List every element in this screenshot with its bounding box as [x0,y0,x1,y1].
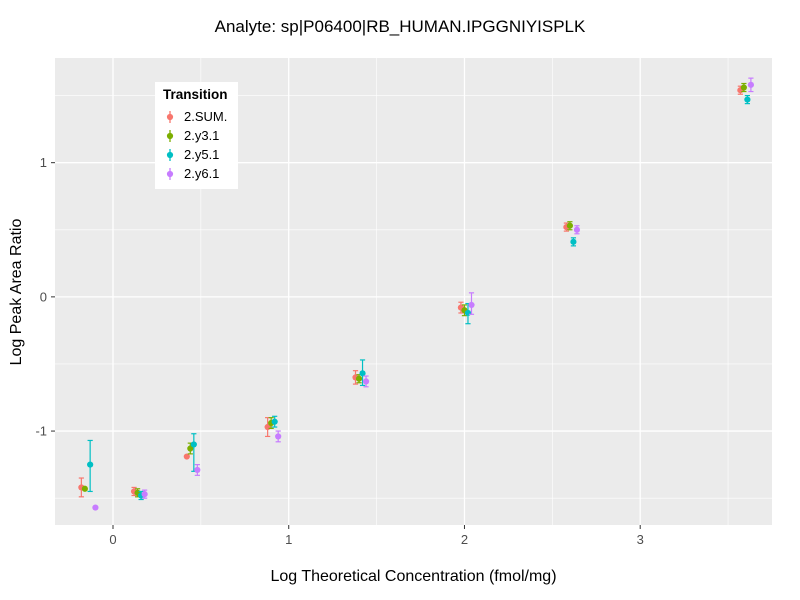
y-axis-title: Log Peak Area Ratio [8,218,25,366]
legend-key-icon [166,129,174,142]
x-tick-label: 0 [109,532,116,547]
chart-title: Analyte: sp|P06400|RB_HUMAN.IPGGNIYISPLK [214,17,586,36]
data-point [566,222,574,229]
data-point [362,378,370,385]
data-point [87,461,94,468]
data-point [92,504,99,511]
data-point [190,441,197,448]
legend-key-icon [166,167,174,180]
legend-item-2.y6.1: 2.y6.1 [161,164,228,183]
data-point [744,96,751,103]
y-tick-label: -1 [35,424,47,439]
data-point [271,418,278,425]
legend-item-label: 2.y6.1 [184,165,220,181]
legend-item-2.y5.1: 2.y5.1 [161,145,228,164]
legend-item-2.y3.1: 2.y3.1 [161,126,228,145]
x-tick-label: 3 [637,532,644,547]
x-tick-label: 1 [285,532,292,547]
x-axis-title: Log Theoretical Concentration (fmol/mg) [270,568,557,585]
data-point [141,491,148,498]
legend-key-icon [166,148,174,161]
series-2.y6.1 [92,77,755,511]
legend: Transition 2.SUM. 2.y3.1 2.y5.1 2.y6.1 [155,82,238,189]
legend-item-label: 2.SUM. [184,108,228,124]
x-tick-label: 2 [461,532,468,547]
data-point [468,301,475,309]
legend-items: 2.SUM. 2.y3.1 2.y5.1 2.y6.1 [161,107,228,183]
legend-item-label: 2.y3.1 [184,127,220,143]
legend-item-label: 2.y5.1 [184,146,220,162]
data-point [740,84,747,91]
data-point [464,309,472,317]
series-2.y5.1 [87,94,751,501]
data-point [194,466,201,474]
legend-key-icon [166,110,174,123]
axis-ticks: 0 1 2 3 -1 0 1 [35,155,643,547]
grid-major [55,58,772,525]
data-point [187,445,194,452]
y-tick-label: 0 [40,289,47,304]
data-point [570,238,577,245]
legend-title: Transition [163,87,228,102]
y-tick-label: 1 [40,155,47,170]
data-point [183,453,190,460]
data-point [573,226,581,233]
legend-item-2.SUM.: 2.SUM. [161,107,228,126]
data-point [747,81,755,88]
grid-minor [55,58,772,525]
data-point [355,375,363,382]
data-point [81,485,88,492]
data-point [359,370,366,377]
data-point [275,433,282,440]
series-2.y3.1 [81,82,747,498]
